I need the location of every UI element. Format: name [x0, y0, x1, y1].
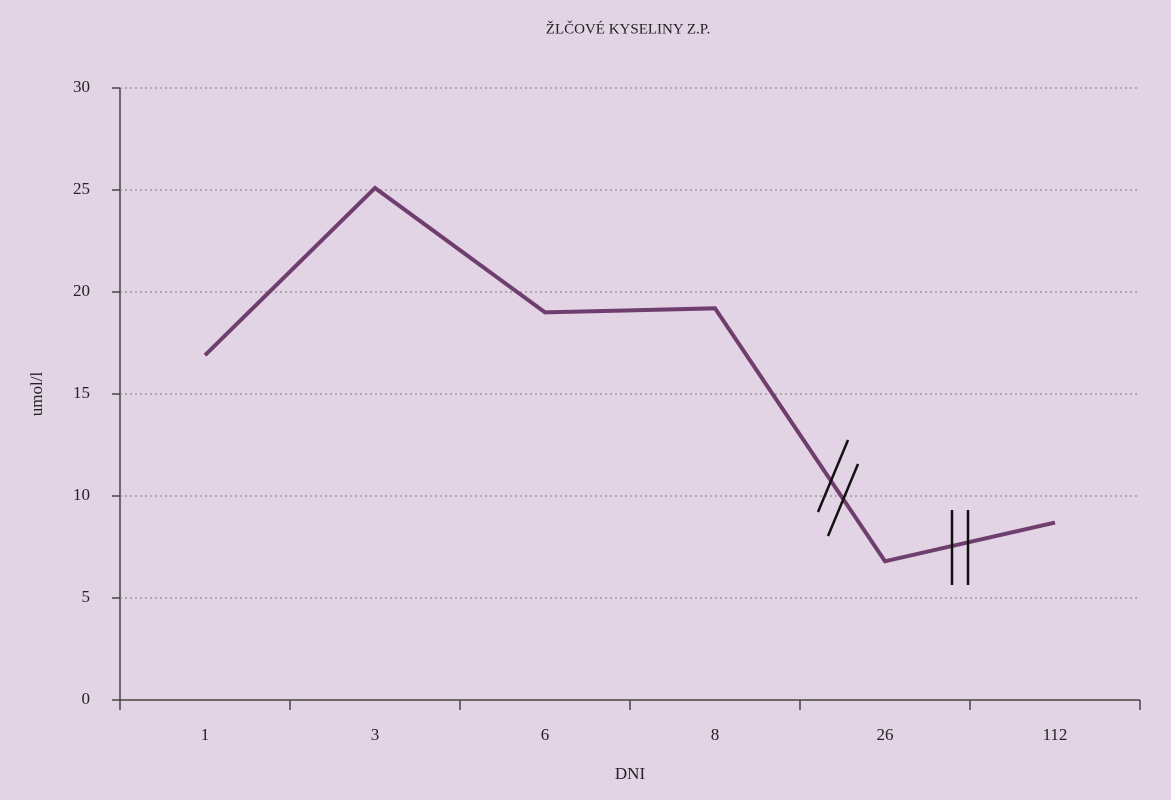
- y-tick-label: 30: [73, 77, 90, 96]
- x-tick-label: 1: [201, 725, 210, 744]
- x-tick-label: 112: [1043, 725, 1068, 744]
- y-tick-label: 20: [73, 281, 90, 300]
- y-tick-label: 5: [82, 587, 91, 606]
- break-mark: [816, 439, 850, 513]
- x-tick-label: 26: [877, 725, 894, 744]
- y-tick-label: 10: [73, 485, 90, 504]
- x-tick-label: 8: [711, 725, 720, 744]
- y-axis-label: umol/l: [27, 372, 46, 417]
- break-mark: [826, 463, 860, 537]
- y-tick-label: 25: [73, 179, 90, 198]
- data-line: [203, 185, 1056, 564]
- x-tick-label: 6: [541, 725, 550, 744]
- y-tick-label: 0: [82, 689, 91, 708]
- x-axis-label: DNI: [615, 764, 646, 783]
- y-tick-label: 15: [73, 383, 90, 402]
- axis-breaks: [816, 439, 970, 585]
- x-tick-label: 3: [371, 725, 380, 744]
- chart-title: ŽLČOVÉ KYSELINY Z.P.: [546, 20, 710, 37]
